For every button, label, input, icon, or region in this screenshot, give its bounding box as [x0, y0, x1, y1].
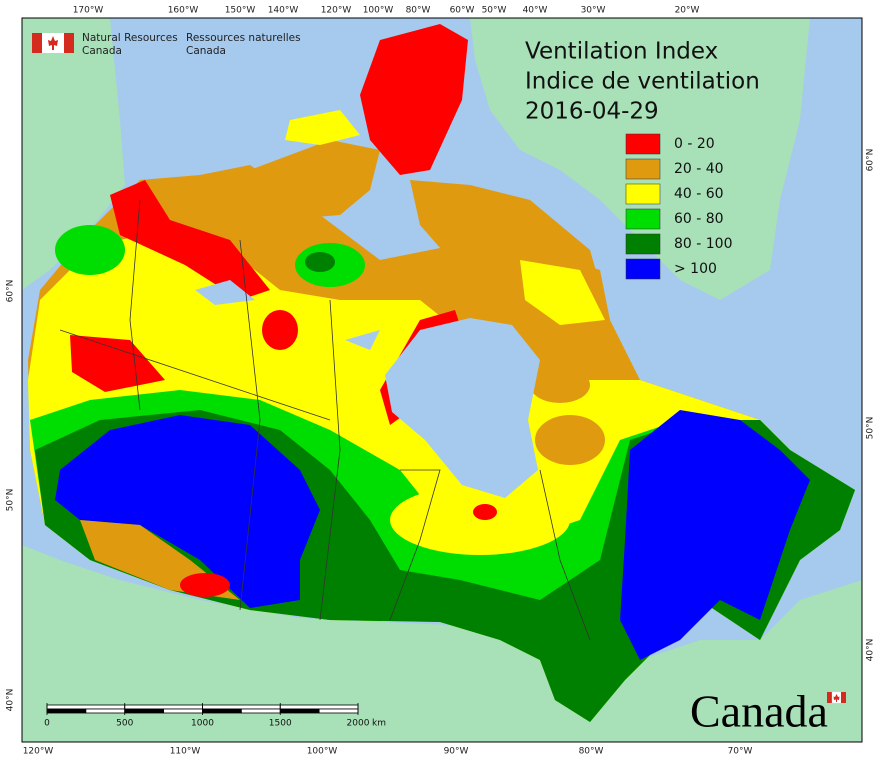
longitude-label: 120°W: [23, 747, 54, 757]
graticule-labels: 170°W 160°W 150°W 140°W 120°W 100°W 80°W 60°W 50…: [6, 6, 876, 757]
org-name-en: Canada: [82, 45, 122, 57]
latitude-label: 40°N: [6, 689, 16, 712]
latitude-label: 50°N: [866, 417, 876, 440]
longitude-label: 40°W: [523, 6, 548, 16]
region-20-40: [530, 367, 590, 403]
scale-bar: 0 500 1000 1500 2000 km: [44, 703, 386, 729]
island: [245, 140, 380, 220]
legend-label: 60 - 80: [674, 211, 724, 227]
region-0-20: [473, 504, 497, 520]
latitude-label: 60°N: [6, 280, 16, 303]
longitude-label: 70°W: [728, 747, 753, 757]
lake: [345, 330, 380, 350]
longitude-label: 80°W: [579, 747, 604, 757]
region-over-100: [55, 415, 320, 608]
longitude-label: 120°W: [321, 6, 352, 16]
region-0-20: [180, 573, 230, 597]
longitude-label: 100°W: [363, 6, 394, 16]
region-20-40: [535, 415, 605, 465]
map-body: [22, 18, 862, 742]
usa: [22, 545, 862, 742]
scale-label: 0: [44, 719, 50, 729]
date: 2016-04-29: [525, 99, 659, 125]
latitude-label: 60°N: [866, 149, 876, 172]
longitude-label: 110°W: [170, 747, 201, 757]
latitude-label: 50°N: [6, 489, 16, 512]
scale-segment: [202, 704, 281, 710]
scale-segment: [85, 708, 126, 714]
lake: [195, 280, 255, 305]
scale-label: 2000: [347, 719, 370, 729]
scale-segment: [124, 704, 203, 710]
longitude-label: 50°W: [482, 6, 507, 16]
longitude-label: 150°W: [225, 6, 256, 16]
latitude-label: 40°N: [866, 639, 876, 662]
legend-label: 80 - 100: [674, 236, 733, 252]
scale-segment: [279, 704, 359, 710]
wordmark: Canada: [690, 686, 828, 737]
scale-segment: [279, 708, 320, 714]
island: [285, 110, 360, 145]
org-name-fr: Ressources naturelles: [186, 32, 301, 44]
longitude-label: 90°W: [444, 747, 469, 757]
legend-swatch: [625, 133, 661, 155]
legend-swatch: [625, 158, 661, 180]
region-40-60: [390, 485, 570, 555]
scale-segment: [124, 708, 165, 714]
nrcan-flag: [32, 33, 74, 53]
scale-segment: [202, 708, 242, 714]
scale-segment: [240, 708, 281, 714]
longitude-label: 140°W: [268, 6, 299, 16]
legend-label: 40 - 60: [674, 186, 724, 202]
legend-swatch: [625, 258, 661, 280]
scale-label: 1500: [269, 719, 292, 729]
legend-swatch: [625, 208, 661, 230]
scale-segment: [318, 708, 359, 714]
legend-label: 0 - 20: [674, 136, 715, 152]
alaska: [22, 18, 125, 290]
region-0-20: [262, 310, 298, 350]
island: [520, 260, 605, 325]
longitude-label: 80°W: [406, 6, 431, 16]
legend-swatch: [625, 183, 661, 205]
scale-label: 500: [116, 719, 133, 729]
longitude-label: 170°W: [73, 6, 104, 16]
scale-segment: [163, 708, 203, 714]
region-60-80: [55, 225, 125, 275]
scale-segment: [46, 708, 87, 714]
legend-swatch: [625, 233, 661, 255]
wordmark-flag: [827, 691, 846, 704]
borders: [59, 199, 591, 641]
scale-segment: [46, 704, 126, 710]
region-80-100: [305, 252, 335, 272]
legend-label: > 100: [674, 261, 717, 277]
longitude-label: 160°W: [168, 6, 199, 16]
hudson-bay: [385, 318, 540, 498]
title: Ventilation Index: [525, 39, 718, 65]
scale-unit: km: [372, 719, 386, 729]
org-name-fr: Canada: [186, 45, 226, 57]
scale-label: 1000: [191, 719, 214, 729]
longitude-label: 20°W: [675, 6, 700, 16]
region-0-20: [110, 180, 270, 300]
legend: 0 - 20 20 - 40 40 - 60 60 - 80 80 - 100 > 100: [625, 133, 733, 280]
org-name-en: Natural Resources: [82, 32, 178, 44]
region-0-20: [70, 335, 165, 392]
longitude-label: 60°W: [450, 6, 475, 16]
legend-label: 20 - 40: [674, 161, 724, 177]
longitude-label: 30°W: [581, 6, 606, 16]
title: Indice de ventilation: [525, 69, 760, 95]
island: [360, 24, 468, 175]
map-frame: [21, 17, 863, 743]
region-over-100: [620, 410, 810, 660]
longitude-label: 100°W: [307, 747, 338, 757]
